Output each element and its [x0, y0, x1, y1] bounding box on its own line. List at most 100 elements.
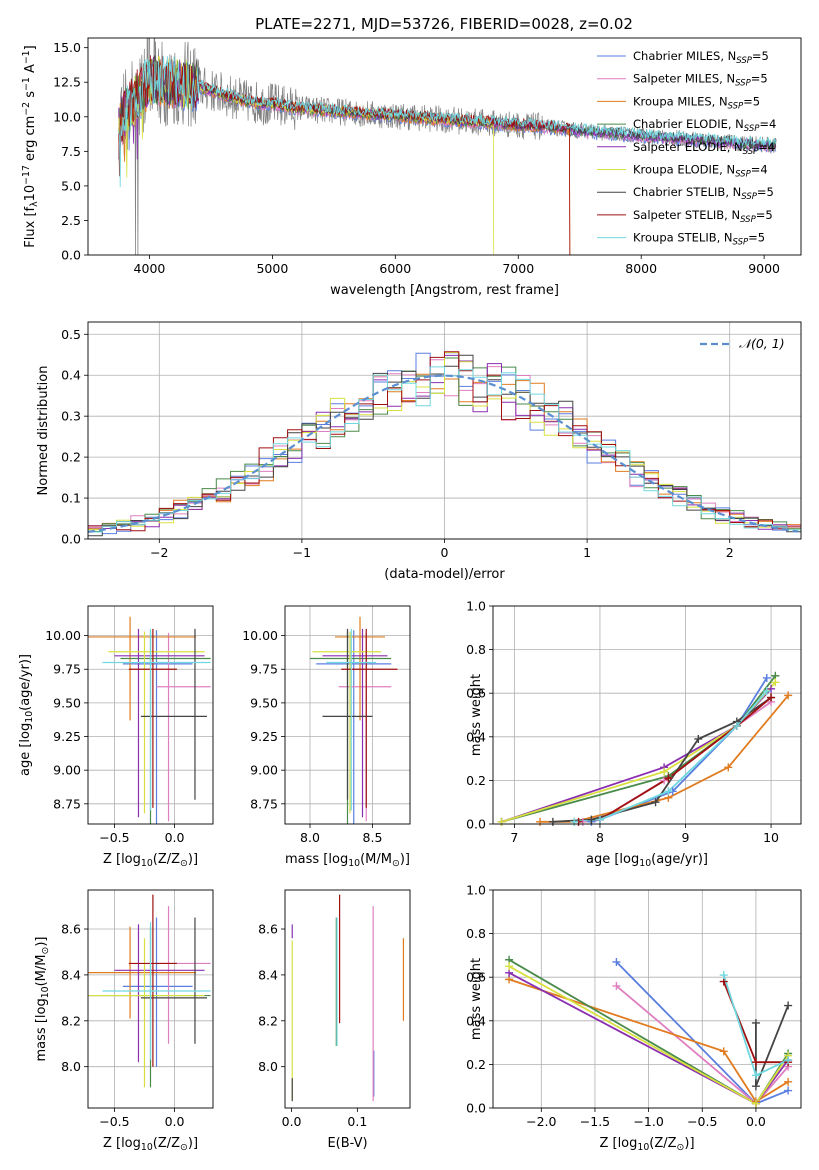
- axes-frame: [87, 605, 214, 825]
- y-tick-label: 8.4: [258, 967, 278, 982]
- y-tick-label: 9.75: [250, 662, 278, 677]
- massweight-marker: [767, 684, 776, 693]
- massweight-marker: [660, 776, 669, 785]
- massweight-line-6: [755, 1005, 789, 1087]
- age_vs_Z-plot-area: [88, 616, 211, 824]
- y-tick-label: 8.75: [53, 796, 81, 811]
- axes-frame: [492, 889, 802, 1109]
- y-tick-label: 8.2: [258, 1013, 278, 1028]
- y-axis-label: age [log10(age/yr)]: [18, 654, 35, 776]
- y-tick-label: 0.4: [61, 368, 81, 383]
- y-axis-label-group: Normed distribution: [36, 366, 51, 496]
- age_vs_mass-panel: 8.0 8.5 8.75 9.00 9.25 9.50 9.75 10.00 mass [log…: [242, 605, 411, 869]
- y-tick-label: 0.6: [466, 686, 486, 701]
- residuals-panel: −2 −1 0 1 2 0.0 0.1 0.2 0.3 0.4 0.5 𝒩(0, 1) (data-mo…: [36, 321, 802, 582]
- massweight-marker: [570, 817, 579, 826]
- massweight-marker: [612, 981, 621, 990]
- massweight-marker: [767, 693, 776, 702]
- y-tick-label: 0.4: [466, 1013, 486, 1028]
- massweight-marker: [694, 734, 703, 743]
- y-tick-label: 9.50: [250, 695, 278, 710]
- massweight-marker: [497, 817, 506, 826]
- y-tick-label: 0.0: [61, 532, 81, 547]
- residual-hist-8: [88, 366, 801, 533]
- y-tick-label: 0.2: [466, 773, 486, 788]
- x-axis-label: wavelength [Angstrom, rest frame]: [330, 283, 559, 298]
- x-tick-label: 2: [726, 545, 734, 560]
- legend-label: 𝒩(0, 1): [739, 336, 785, 351]
- mass_vs_EBV-panel: 0.0 0.1 8.0 8.2 8.4 8.6 E(B-V): [258, 889, 411, 1151]
- y-tick-label: 15.0: [53, 40, 81, 55]
- massweight-line-4: [501, 688, 772, 823]
- massweight-marker: [751, 1058, 760, 1067]
- x-tick-label: −0.5: [99, 1114, 129, 1129]
- x-tick-label: 0: [441, 545, 449, 560]
- massweight_vs_age-panel: 7 8 9 10 0.0 0.2 0.4 0.6 0.8 1.0 age [log10(age/yr…: [466, 599, 802, 869]
- massweight-marker: [664, 774, 673, 783]
- y-tick-label: 8.4: [61, 967, 81, 982]
- massweight-marker: [784, 1056, 793, 1065]
- x-tick-label: 6000: [379, 261, 411, 276]
- legend-label: Kroupa STELIB, NSSP=5: [633, 231, 765, 248]
- massweight-marker: [724, 763, 733, 772]
- legend-label: Salpeter STELIB, NSSP=5: [633, 208, 773, 225]
- y-tick-label: 8.6: [61, 922, 81, 937]
- y-tick-label: 1.0: [466, 883, 486, 898]
- y-tick-label: 1.0: [466, 599, 486, 614]
- massweight-marker: [719, 971, 728, 980]
- legend-label: Salpeter ELODIE, NSSP=4: [633, 140, 775, 157]
- mass_vs_Z-plot-area: [88, 894, 211, 1088]
- axes-frame: [87, 37, 802, 256]
- x-tick-label: −0.5: [687, 1114, 717, 1129]
- x-tick-label: 1: [583, 545, 591, 560]
- axes-frame: [87, 889, 214, 1109]
- x-tick-label: 5000: [256, 261, 288, 276]
- y-tick-label: 0.8: [466, 642, 486, 657]
- massweight-marker: [751, 1071, 760, 1080]
- y-tick-label: 0.0: [466, 1101, 486, 1116]
- x-axis-label: Z [log10(Z/Z⊙)]: [103, 1136, 198, 1153]
- y-axis-label-group: age [log10(age/yr)]: [18, 654, 35, 776]
- massweight-line-6: [552, 696, 772, 823]
- y-tick-label: 0.0: [466, 817, 486, 832]
- massweight-marker: [651, 798, 660, 807]
- y-tick-label: 5.0: [61, 178, 81, 193]
- x-tick-label: 0.0: [746, 1114, 766, 1129]
- age_vs_mass-plot-area: [310, 616, 398, 824]
- y-tick-label: 8.2: [61, 1013, 81, 1028]
- age_vs_Z-panel: −0.5 0.0 8.75 9.00 9.25 9.50 9.75 10.00 Z [log10…: [18, 605, 214, 869]
- y-axis-label-group: mass weight: [469, 958, 484, 1040]
- residuals-plot-area: [88, 351, 801, 537]
- legend-label: Chabrier STELIB, NSSP=5: [633, 185, 774, 202]
- y-tick-label: 9.00: [53, 763, 81, 778]
- legend-label: Chabrier ELODIE, NSSP=4: [633, 117, 776, 134]
- y-tick-label: 0.2: [466, 1057, 486, 1072]
- massweight-marker: [784, 1077, 793, 1086]
- x-axis-label: (data-model)/error: [384, 567, 505, 582]
- x-tick-label: 4000: [134, 261, 166, 276]
- massweight-marker: [505, 962, 514, 971]
- x-tick-label: −1: [293, 545, 311, 560]
- massweight-marker: [751, 1099, 760, 1108]
- y-axis-label: Normed distribution: [36, 366, 51, 496]
- axes-frame: [492, 605, 802, 825]
- x-tick-label: −1.0: [633, 1114, 663, 1129]
- massweight-line-2: [508, 978, 789, 1103]
- y-tick-label: 8.75: [250, 796, 278, 811]
- y-tick-label: 8.0: [258, 1059, 278, 1074]
- y-tick-label: 0.2: [61, 450, 81, 465]
- y-tick-label: 0.1: [61, 491, 81, 506]
- massweight-marker: [612, 957, 621, 966]
- y-tick-label: 9.50: [53, 695, 81, 710]
- massweight-marker: [595, 815, 604, 824]
- massweight_vs_age-plot-area: [501, 675, 789, 823]
- massweight-line-5: [501, 681, 776, 823]
- y-axis-label-group: mass [log10(M/M⊙)]: [34, 937, 51, 1062]
- model-spectrum-4: [118, 56, 777, 164]
- y-tick-label: 0.8: [466, 926, 486, 941]
- x-tick-label: 0.0: [165, 830, 185, 845]
- y-axis-label: mass [log10(M/M⊙)]: [34, 937, 51, 1062]
- massweight-marker: [751, 1018, 760, 1027]
- massweight-marker: [587, 815, 596, 824]
